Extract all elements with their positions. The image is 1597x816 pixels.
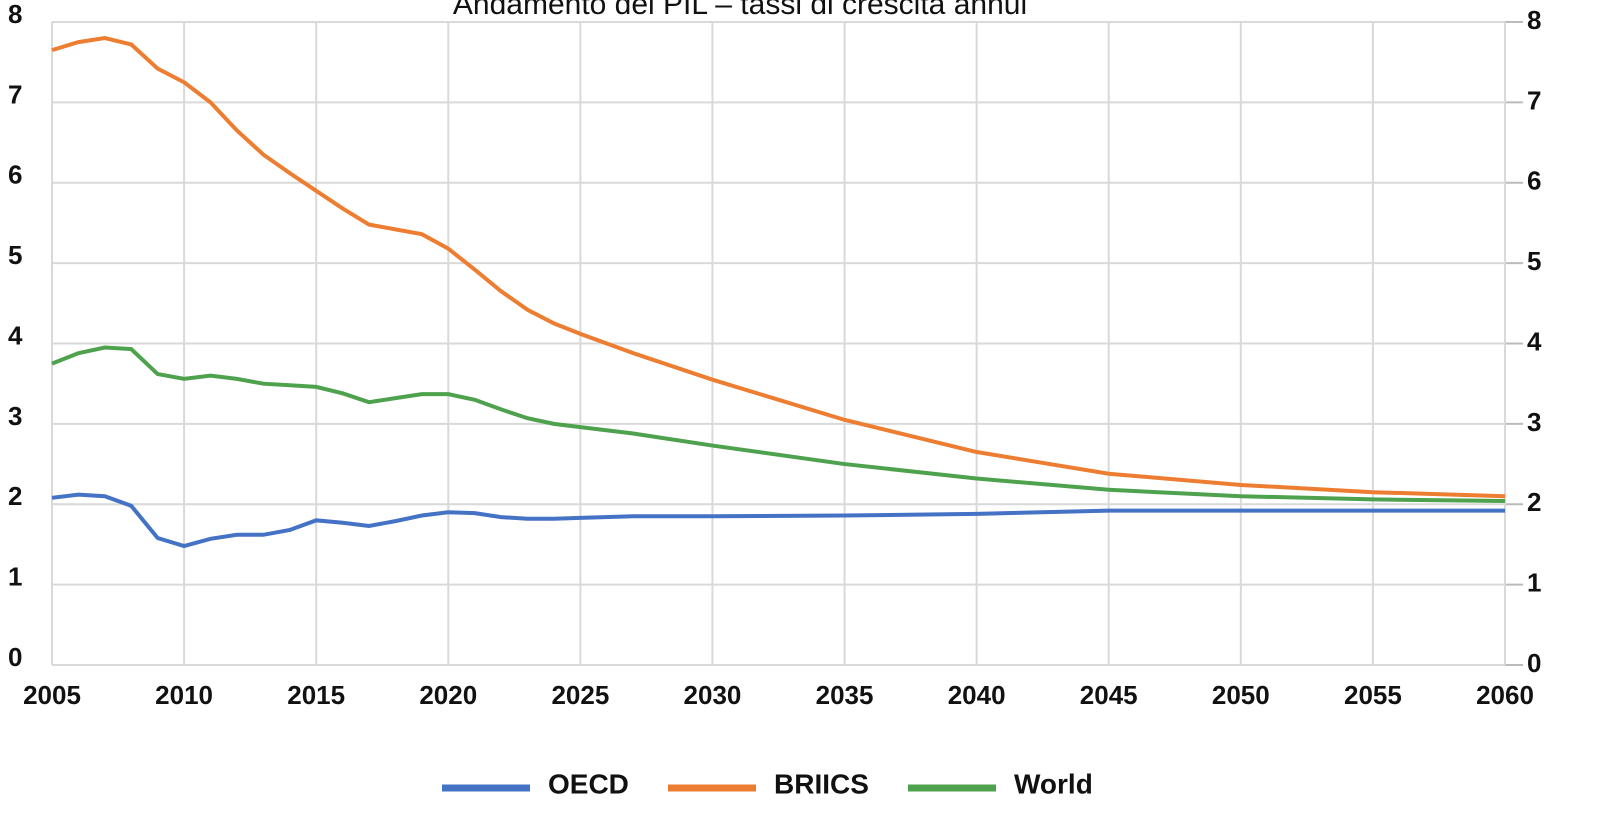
line [51, 492, 1505, 549]
legend-label: BRIICS [774, 768, 869, 799]
y-tick-label: 5 [8, 240, 22, 270]
y2-tick-label: 8 [1527, 5, 1541, 35]
y2-tick-label: 3 [1527, 407, 1541, 437]
x-tick-label: 2030 [684, 680, 742, 710]
y-tick-label: 8 [8, 0, 22, 29]
y2-tick-label: 7 [1527, 85, 1541, 115]
y2-tick-label: 1 [1527, 568, 1541, 598]
x-tick-label: 2010 [155, 680, 213, 710]
chart-title: Andamento del PIL – tassi di crescita an… [453, 0, 1027, 21]
x-tick-label: 2035 [816, 680, 874, 710]
y-tick-label: 1 [8, 562, 22, 592]
x-tick-label: 2025 [551, 680, 609, 710]
legend-label: OECD [548, 768, 629, 799]
x-tick-label: 2015 [287, 680, 345, 710]
y2-tick-label: 6 [1527, 166, 1541, 196]
y-tick-label: 4 [8, 320, 23, 350]
y-tick-label: 0 [8, 642, 22, 672]
x-tick-label: 2060 [1476, 680, 1534, 710]
x-tick-label: 2055 [1344, 680, 1402, 710]
x-tick-label: 2050 [1212, 680, 1270, 710]
y-tick-label: 3 [8, 401, 22, 431]
y-tick-label: 2 [8, 481, 22, 511]
line [51, 345, 1506, 504]
line [51, 36, 1506, 499]
y-tick-label: 7 [8, 79, 22, 109]
x-tick-label: 2040 [948, 680, 1006, 710]
x-tick-label: 2005 [23, 680, 81, 710]
x-tick-label: 2020 [419, 680, 477, 710]
y-tick-label: 6 [8, 160, 22, 190]
y2-tick-label: 2 [1527, 487, 1541, 517]
x-tick-label: 2045 [1080, 680, 1138, 710]
y2-tick-label: 0 [1527, 648, 1541, 678]
y2-tick-label: 5 [1527, 246, 1541, 276]
y2-tick-label: 4 [1527, 326, 1542, 356]
legend-label: World [1014, 768, 1093, 799]
